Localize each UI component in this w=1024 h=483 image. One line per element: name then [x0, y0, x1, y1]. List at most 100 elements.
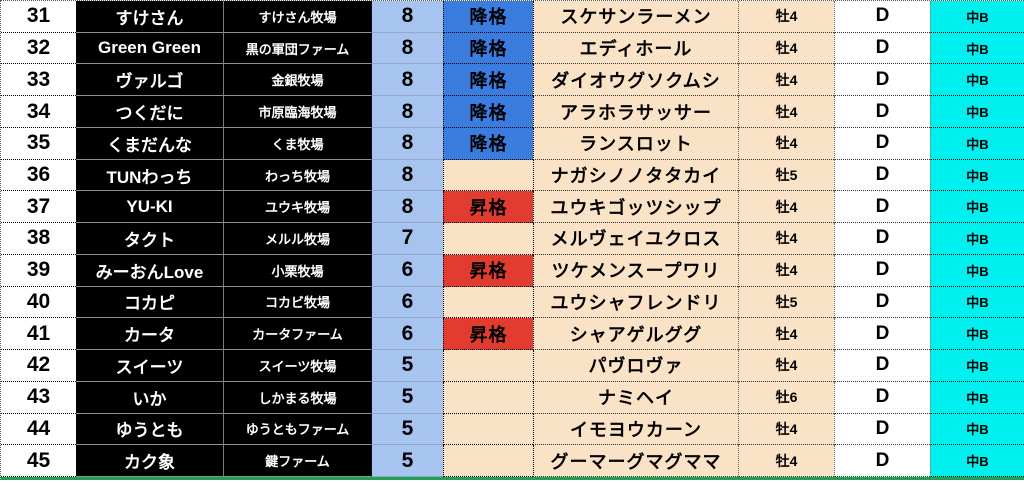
status-cell[interactable]: [443, 445, 533, 477]
owner-name-cell[interactable]: カク象: [76, 445, 223, 477]
status-cell[interactable]: 昇格: [443, 318, 533, 351]
grade-cell[interactable]: 8: [371, 191, 443, 224]
row-number-cell[interactable]: 31: [1, 1, 76, 33]
horse-name-cell[interactable]: ランスロット: [533, 127, 738, 160]
grade-cell[interactable]: 8: [371, 127, 443, 160]
owner-name-cell[interactable]: ゆうとも: [76, 413, 223, 446]
horse-name-cell[interactable]: ナガシノノタタカイ: [533, 159, 738, 192]
status-cell[interactable]: [443, 286, 533, 319]
class-cell[interactable]: 中B: [930, 1, 1024, 33]
horse-name-cell[interactable]: ツケメンスープワリ: [533, 254, 738, 287]
rank-letter-cell[interactable]: D: [834, 318, 930, 351]
class-cell[interactable]: 中B: [930, 191, 1024, 224]
rank-letter-cell[interactable]: D: [834, 413, 930, 446]
sex-age-cell[interactable]: 牡4: [738, 223, 834, 255]
grade-cell[interactable]: 8: [371, 64, 443, 97]
class-cell[interactable]: 中B: [930, 381, 1024, 414]
owner-name-cell[interactable]: Green Green: [76, 32, 223, 65]
sex-age-cell[interactable]: 牡4: [738, 350, 834, 382]
owner-name-cell[interactable]: つくだに: [76, 96, 223, 128]
status-cell[interactable]: 降格: [443, 1, 533, 33]
owner-name-cell[interactable]: カータ: [76, 318, 223, 351]
grade-cell[interactable]: 5: [371, 350, 443, 382]
rank-letter-cell[interactable]: D: [834, 159, 930, 192]
sex-age-cell[interactable]: 牡4: [738, 318, 834, 351]
status-cell[interactable]: 降格: [443, 127, 533, 160]
owner-name-cell[interactable]: タクト: [76, 223, 223, 255]
owner-name-cell[interactable]: いか: [76, 381, 223, 414]
class-cell[interactable]: 中B: [930, 223, 1024, 255]
rank-letter-cell[interactable]: D: [834, 350, 930, 382]
grade-cell[interactable]: 6: [371, 286, 443, 319]
farm-name-cell[interactable]: スイーツ牧場: [223, 350, 371, 382]
grade-cell[interactable]: 8: [371, 1, 443, 33]
owner-name-cell[interactable]: コカピ: [76, 286, 223, 319]
row-number-cell[interactable]: 39: [1, 254, 76, 287]
sex-age-cell[interactable]: 牡4: [738, 445, 834, 477]
row-number-cell[interactable]: 42: [1, 350, 76, 382]
horse-name-cell[interactable]: スケサンラーメン: [533, 1, 738, 33]
status-cell[interactable]: 降格: [443, 64, 533, 97]
row-number-cell[interactable]: 35: [1, 127, 76, 160]
farm-name-cell[interactable]: 小栗牧場: [223, 254, 371, 287]
row-number-cell[interactable]: 34: [1, 96, 76, 128]
horse-name-cell[interactable]: イモヨウカーン: [533, 413, 738, 446]
horse-name-cell[interactable]: アラホラサッサー: [533, 96, 738, 128]
row-number-cell[interactable]: 44: [1, 413, 76, 446]
grade-cell[interactable]: 8: [371, 32, 443, 65]
rank-letter-cell[interactable]: D: [834, 96, 930, 128]
class-cell[interactable]: 中B: [930, 445, 1024, 477]
horse-name-cell[interactable]: パヴロヴァ: [533, 350, 738, 382]
farm-name-cell[interactable]: 金銀牧場: [223, 64, 371, 97]
row-number-cell[interactable]: 41: [1, 318, 76, 351]
horse-name-cell[interactable]: ユウキゴッツシップ: [533, 191, 738, 224]
horse-name-cell[interactable]: グーマーグマグママ: [533, 445, 738, 477]
class-cell[interactable]: 中B: [930, 350, 1024, 382]
farm-name-cell[interactable]: わっち牧場: [223, 159, 371, 192]
status-cell[interactable]: [443, 159, 533, 192]
owner-name-cell[interactable]: くまだんな: [76, 127, 223, 160]
sex-age-cell[interactable]: 牡5: [738, 286, 834, 319]
row-number-cell[interactable]: 43: [1, 381, 76, 414]
grade-cell[interactable]: 5: [371, 381, 443, 414]
grade-cell[interactable]: 6: [371, 254, 443, 287]
sex-age-cell[interactable]: 牡4: [738, 191, 834, 224]
farm-name-cell[interactable]: ユウキ牧場: [223, 191, 371, 224]
owner-name-cell[interactable]: スイーツ: [76, 350, 223, 382]
class-cell[interactable]: 中B: [930, 96, 1024, 128]
status-cell[interactable]: 昇格: [443, 191, 533, 224]
farm-name-cell[interactable]: しかまる牧場: [223, 381, 371, 414]
status-cell[interactable]: [443, 381, 533, 414]
rank-letter-cell[interactable]: D: [834, 445, 930, 477]
row-number-cell[interactable]: 32: [1, 32, 76, 65]
grade-cell[interactable]: 5: [371, 413, 443, 446]
rank-letter-cell[interactable]: D: [834, 1, 930, 33]
sex-age-cell[interactable]: 牡4: [738, 32, 834, 65]
class-cell[interactable]: 中B: [930, 159, 1024, 192]
grade-cell[interactable]: 8: [371, 96, 443, 128]
class-cell[interactable]: 中B: [930, 413, 1024, 446]
horse-name-cell[interactable]: ダイオウグソクムシ: [533, 64, 738, 97]
sex-age-cell[interactable]: 牡4: [738, 1, 834, 33]
sex-age-cell[interactable]: 牡4: [738, 127, 834, 160]
grade-cell[interactable]: 8: [371, 159, 443, 192]
row-number-cell[interactable]: 45: [1, 445, 76, 477]
status-cell[interactable]: 降格: [443, 32, 533, 65]
status-cell[interactable]: [443, 223, 533, 255]
class-cell[interactable]: 中B: [930, 64, 1024, 97]
class-cell[interactable]: 中B: [930, 254, 1024, 287]
status-cell[interactable]: [443, 413, 533, 446]
farm-name-cell[interactable]: くま牧場: [223, 127, 371, 160]
farm-name-cell[interactable]: メルル牧場: [223, 223, 371, 255]
horse-name-cell[interactable]: エディホール: [533, 32, 738, 65]
sex-age-cell[interactable]: 牡4: [738, 413, 834, 446]
rank-letter-cell[interactable]: D: [834, 127, 930, 160]
farm-name-cell[interactable]: 市原臨海牧場: [223, 96, 371, 128]
horse-name-cell[interactable]: ユウシャフレンドリ: [533, 286, 738, 319]
rank-letter-cell[interactable]: D: [834, 286, 930, 319]
sex-age-cell[interactable]: 牡6: [738, 381, 834, 414]
grade-cell[interactable]: 5: [371, 445, 443, 477]
status-cell[interactable]: 降格: [443, 96, 533, 128]
owner-name-cell[interactable]: みーおんLove: [76, 254, 223, 287]
rank-letter-cell[interactable]: D: [834, 32, 930, 65]
